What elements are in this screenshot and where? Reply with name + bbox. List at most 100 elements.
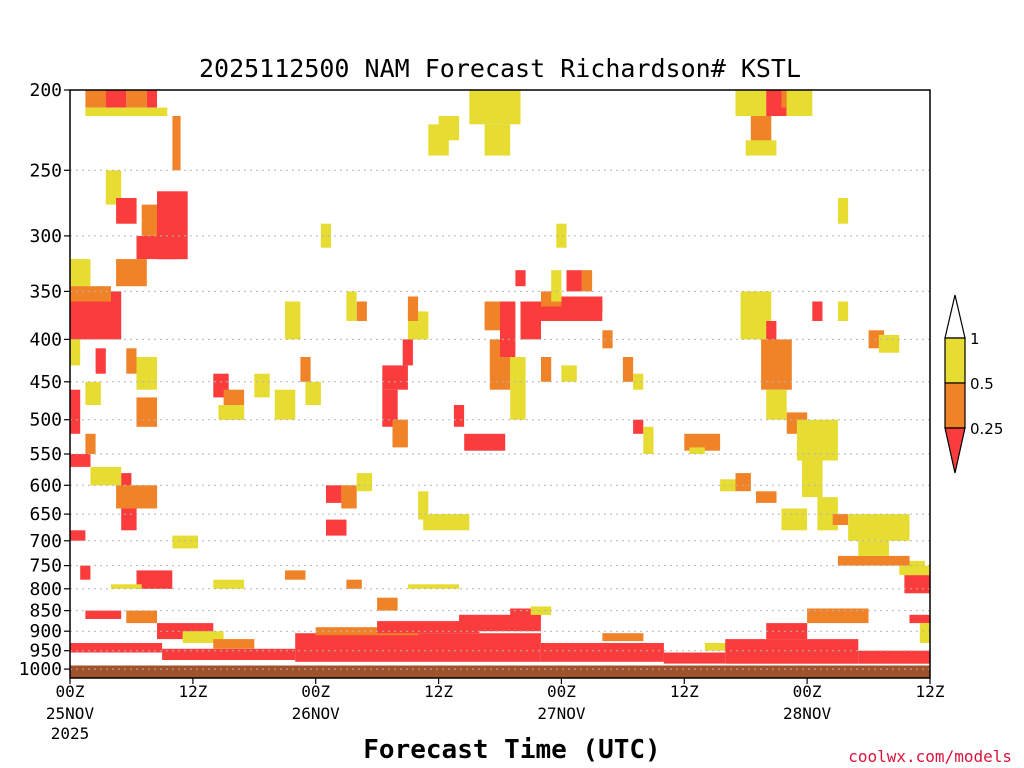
heat-cell-red: [136, 570, 173, 589]
heat-cell-red: [146, 90, 157, 108]
heat-cell-yellow: [766, 389, 787, 420]
heat-cell-orange: [172, 116, 181, 171]
y-tick-label: 450: [29, 372, 62, 393]
heat-cell-orange: [126, 348, 137, 374]
credit-link[interactable]: coolwx.com/models: [848, 747, 1012, 766]
heat-cell-yellow: [878, 334, 900, 353]
heat-cell-orange: [807, 608, 869, 624]
heat-cell-yellow: [213, 579, 244, 589]
y-tick-label: 650: [29, 504, 62, 525]
heat-cell-yellow: [802, 460, 823, 498]
heat-cell-yellow: [919, 623, 930, 643]
heat-cell-red: [510, 608, 541, 619]
heat-cell-red: [105, 90, 127, 108]
x-tick-label: 00Z: [56, 682, 85, 701]
heat-cell-red: [85, 610, 122, 619]
legend-band-yellow: [944, 337, 966, 384]
x-tick-label: 00Z: [793, 682, 822, 701]
heat-cell-orange: [781, 90, 792, 108]
heat-cell-orange: [756, 491, 777, 503]
chart-title: 2025112500 NAM Forecast Richardson# KSTL: [199, 54, 801, 83]
legend-arrow-red: [944, 427, 966, 474]
heat-cell-orange: [484, 301, 500, 331]
heat-cell-orange: [407, 296, 419, 321]
heat-cell-orange: [346, 579, 362, 589]
heat-cell-red: [663, 652, 726, 664]
heat-cell-yellow: [735, 90, 767, 116]
heat-cell-yellow: [484, 124, 511, 156]
heat-cell-yellow: [85, 107, 168, 117]
heat-cell-yellow: [305, 381, 321, 405]
y-tick-label: 550: [29, 444, 62, 465]
y-tick-label: 750: [29, 556, 62, 577]
ground-layer: [70, 665, 930, 678]
x-tick-label: 00Z: [547, 682, 576, 701]
heat-cell-yellow: [90, 466, 122, 486]
heat-cell-yellow: [423, 514, 470, 531]
heat-cell-orange: [141, 204, 158, 236]
heat-cell-yellow: [285, 301, 301, 340]
heat-cell-orange: [85, 433, 96, 454]
heat-cell-yellow: [70, 259, 91, 287]
heat-cell-orange: [761, 339, 792, 390]
heat-cell-yellow: [254, 373, 270, 398]
heat-cell-yellow: [781, 508, 808, 531]
heat-cell-red: [500, 301, 516, 357]
heat-cell-yellow: [837, 301, 849, 321]
heat-cell-yellow: [111, 584, 142, 589]
legend-label-0-5: 0.5: [970, 375, 994, 393]
y-tick-label: 300: [29, 226, 62, 247]
heat-cell-orange: [126, 90, 147, 108]
y-tick-label: 850: [29, 601, 62, 622]
heat-cell-red: [70, 643, 163, 653]
x-tick-date: 27NOV: [537, 704, 586, 723]
heat-cell-orange: [116, 259, 147, 287]
heat-cell-red: [95, 348, 106, 374]
heat-cell-red: [464, 433, 506, 451]
heat-cell-orange: [622, 357, 634, 382]
heat-cell-orange: [602, 633, 644, 642]
heat-cell-yellow: [274, 389, 296, 420]
heat-cell-yellow: [182, 631, 224, 643]
heat-cell-red: [70, 389, 81, 434]
heat-cell-red: [70, 454, 91, 467]
heat-cell-orange: [602, 330, 613, 349]
heat-cell-yellow: [720, 479, 736, 492]
y-tick-label: 700: [29, 531, 62, 552]
plot-frame: [69, 89, 931, 679]
heat-cell-yellow: [745, 140, 777, 156]
heat-cell-orange: [356, 301, 367, 321]
heat-cell-red: [162, 648, 296, 660]
heat-cell-red: [326, 519, 347, 536]
y-tick-label: 800: [29, 579, 62, 600]
heat-cell-red: [80, 565, 91, 580]
heat-cell-yellow: [407, 584, 460, 589]
heat-cell-yellow: [510, 357, 526, 420]
heat-cell-red: [382, 389, 398, 427]
heat-cell-orange: [750, 116, 772, 148]
heat-cell-yellow: [551, 270, 562, 302]
heat-cell-yellow: [172, 535, 198, 549]
heat-cell-yellow: [469, 90, 521, 125]
heat-cell-orange: [392, 419, 408, 448]
heat-cell-red: [633, 419, 644, 434]
heat-cell-red: [561, 296, 603, 312]
y-tick-label: 1000: [19, 659, 62, 680]
heatmap-cells: [70, 90, 930, 664]
heat-cell-orange: [136, 397, 157, 427]
heat-cell-red: [382, 365, 408, 390]
heat-cell-red: [515, 270, 526, 287]
heat-cell-yellow: [556, 223, 567, 248]
legend-label-1: 1: [970, 330, 980, 348]
heat-cell-red: [566, 270, 582, 292]
y-tick-label: 900: [29, 621, 62, 642]
heat-cell-orange: [116, 485, 158, 509]
y-tick-label: 250: [29, 160, 62, 181]
legend-label-0-25: 0.25: [970, 420, 1003, 438]
y-axis: 200 250 300 350 400 450 500 550 600 650 700 7508008…: [19, 80, 70, 680]
x-tick-date: 28NOV: [783, 704, 832, 723]
heat-cell-yellow: [105, 170, 122, 205]
heat-cell-red: [725, 639, 859, 664]
y-tick-label: 200: [29, 80, 62, 101]
